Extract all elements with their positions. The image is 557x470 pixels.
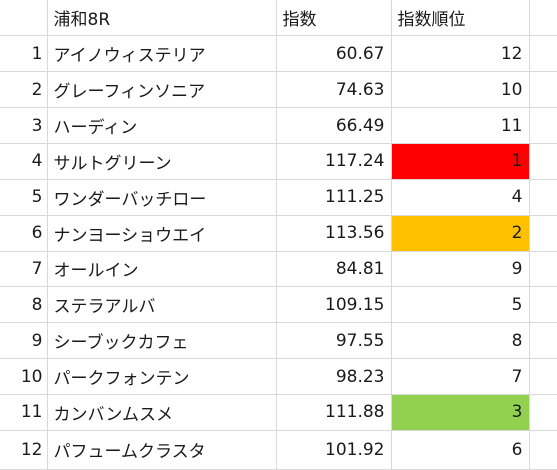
empty-cell[interactable] [529, 71, 557, 109]
index-value-cell[interactable]: 60.67 [276, 35, 392, 73]
row-number-cell[interactable]: 4 [0, 143, 48, 180]
rank-value-cell[interactable]: 8 [391, 322, 530, 360]
row-number-cell[interactable]: 9 [0, 322, 48, 360]
empty-cell[interactable] [529, 322, 557, 360]
row-number-cell[interactable]: 10 [0, 358, 48, 395]
index-value-cell[interactable]: 111.88 [276, 394, 392, 431]
index-value-cell[interactable]: 111.25 [276, 179, 392, 216]
index-value-cell[interactable]: 74.63 [276, 71, 392, 109]
table-row: 9 シーブックカフェ 97.55 8 [0, 322, 557, 360]
table-row: 11 カンバンムスメ 111.88 3 [0, 394, 557, 431]
rank-value-cell[interactable]: 10 [391, 71, 530, 109]
rank-value-cell[interactable]: 3 [391, 394, 530, 431]
horse-name-cell[interactable]: ワンダーバッチロー [47, 179, 277, 216]
table-row: 12 パフュームクラスタ 101.92 6 [0, 430, 557, 470]
index-value-cell[interactable]: 109.15 [276, 286, 392, 324]
horse-name-cell[interactable]: パークフォンテン [47, 358, 277, 395]
horse-name-cell[interactable]: シーブックカフェ [47, 322, 277, 360]
empty-cell[interactable] [529, 35, 557, 73]
table-row: 10 パークフォンテン 98.23 7 [0, 358, 557, 395]
table-row: 1 アイノウィステリア 60.67 12 [0, 35, 557, 73]
header-race-cell[interactable]: 浦和8R [47, 0, 277, 37]
empty-cell[interactable] [529, 143, 557, 180]
horse-name-cell[interactable]: ナンヨーショウエイ [47, 215, 277, 252]
table-row: 5 ワンダーバッチロー 111.25 4 [0, 179, 557, 216]
table-row: 8 ステラアルバ 109.15 5 [0, 286, 557, 324]
index-value-cell[interactable]: 101.92 [276, 430, 392, 470]
horse-name-cell[interactable]: ステラアルバ [47, 286, 277, 324]
empty-cell[interactable] [529, 430, 557, 470]
rank-value-cell[interactable]: 5 [391, 286, 530, 324]
rank-value-cell[interactable]: 6 [391, 430, 530, 470]
row-number-cell[interactable]: 2 [0, 71, 48, 109]
empty-cell[interactable] [529, 179, 557, 216]
empty-cell[interactable] [529, 286, 557, 324]
horse-name-cell[interactable]: オールイン [47, 251, 277, 288]
horse-name-cell[interactable]: グレーフィンソニア [47, 71, 277, 109]
rank-value-cell[interactable]: 2 [391, 215, 530, 252]
empty-cell[interactable] [529, 0, 557, 37]
row-number-cell[interactable]: 11 [0, 394, 48, 431]
header-index-cell[interactable]: 指数 [276, 0, 392, 37]
horse-name-cell[interactable]: アイノウィステリア [47, 35, 277, 73]
rank-value-cell[interactable]: 11 [391, 107, 530, 144]
row-number-cell[interactable]: 8 [0, 286, 48, 324]
empty-cell[interactable] [529, 251, 557, 288]
rank-value-cell[interactable]: 4 [391, 179, 530, 216]
rank-value-cell[interactable]: 7 [391, 358, 530, 395]
index-value-cell[interactable]: 97.55 [276, 322, 392, 360]
row-number-cell[interactable]: 3 [0, 107, 48, 144]
horse-name-cell[interactable]: カンバンムスメ [47, 394, 277, 431]
rank-value-cell[interactable]: 9 [391, 251, 530, 288]
row-number-cell[interactable]: 1 [0, 35, 48, 73]
empty-cell[interactable] [529, 107, 557, 144]
empty-cell[interactable] [529, 215, 557, 252]
rank-value-cell[interactable]: 1 [391, 143, 530, 180]
rank-value-cell[interactable]: 12 [391, 35, 530, 73]
header-row: 浦和8R 指数 指数順位 [0, 0, 557, 37]
horse-name-cell[interactable]: パフュームクラスタ [47, 430, 277, 470]
index-value-cell[interactable]: 84.81 [276, 251, 392, 288]
header-rank-cell[interactable]: 指数順位 [391, 0, 530, 37]
index-value-cell[interactable]: 117.24 [276, 143, 392, 180]
table-row: 2 グレーフィンソニア 74.63 10 [0, 71, 557, 109]
table-row: 6 ナンヨーショウエイ 113.56 2 [0, 215, 557, 252]
horse-name-cell[interactable]: サルトグリーン [47, 143, 277, 180]
row-number-cell[interactable]: 5 [0, 179, 48, 216]
table-row: 4 サルトグリーン 117.24 1 [0, 143, 557, 180]
row-number-cell[interactable]: 6 [0, 215, 48, 252]
horse-name-cell[interactable]: ハーディン [47, 107, 277, 144]
index-value-cell[interactable]: 113.56 [276, 215, 392, 252]
row-number-cell[interactable]: 12 [0, 430, 48, 470]
table-row: 7 オールイン 84.81 9 [0, 251, 557, 288]
index-value-cell[interactable]: 98.23 [276, 358, 392, 395]
empty-cell[interactable] [529, 394, 557, 431]
empty-cell[interactable] [529, 358, 557, 395]
header-row-number-cell[interactable] [0, 0, 48, 37]
row-number-cell[interactable]: 7 [0, 251, 48, 288]
index-value-cell[interactable]: 66.49 [276, 107, 392, 144]
table-row: 3 ハーディン 66.49 11 [0, 107, 557, 144]
